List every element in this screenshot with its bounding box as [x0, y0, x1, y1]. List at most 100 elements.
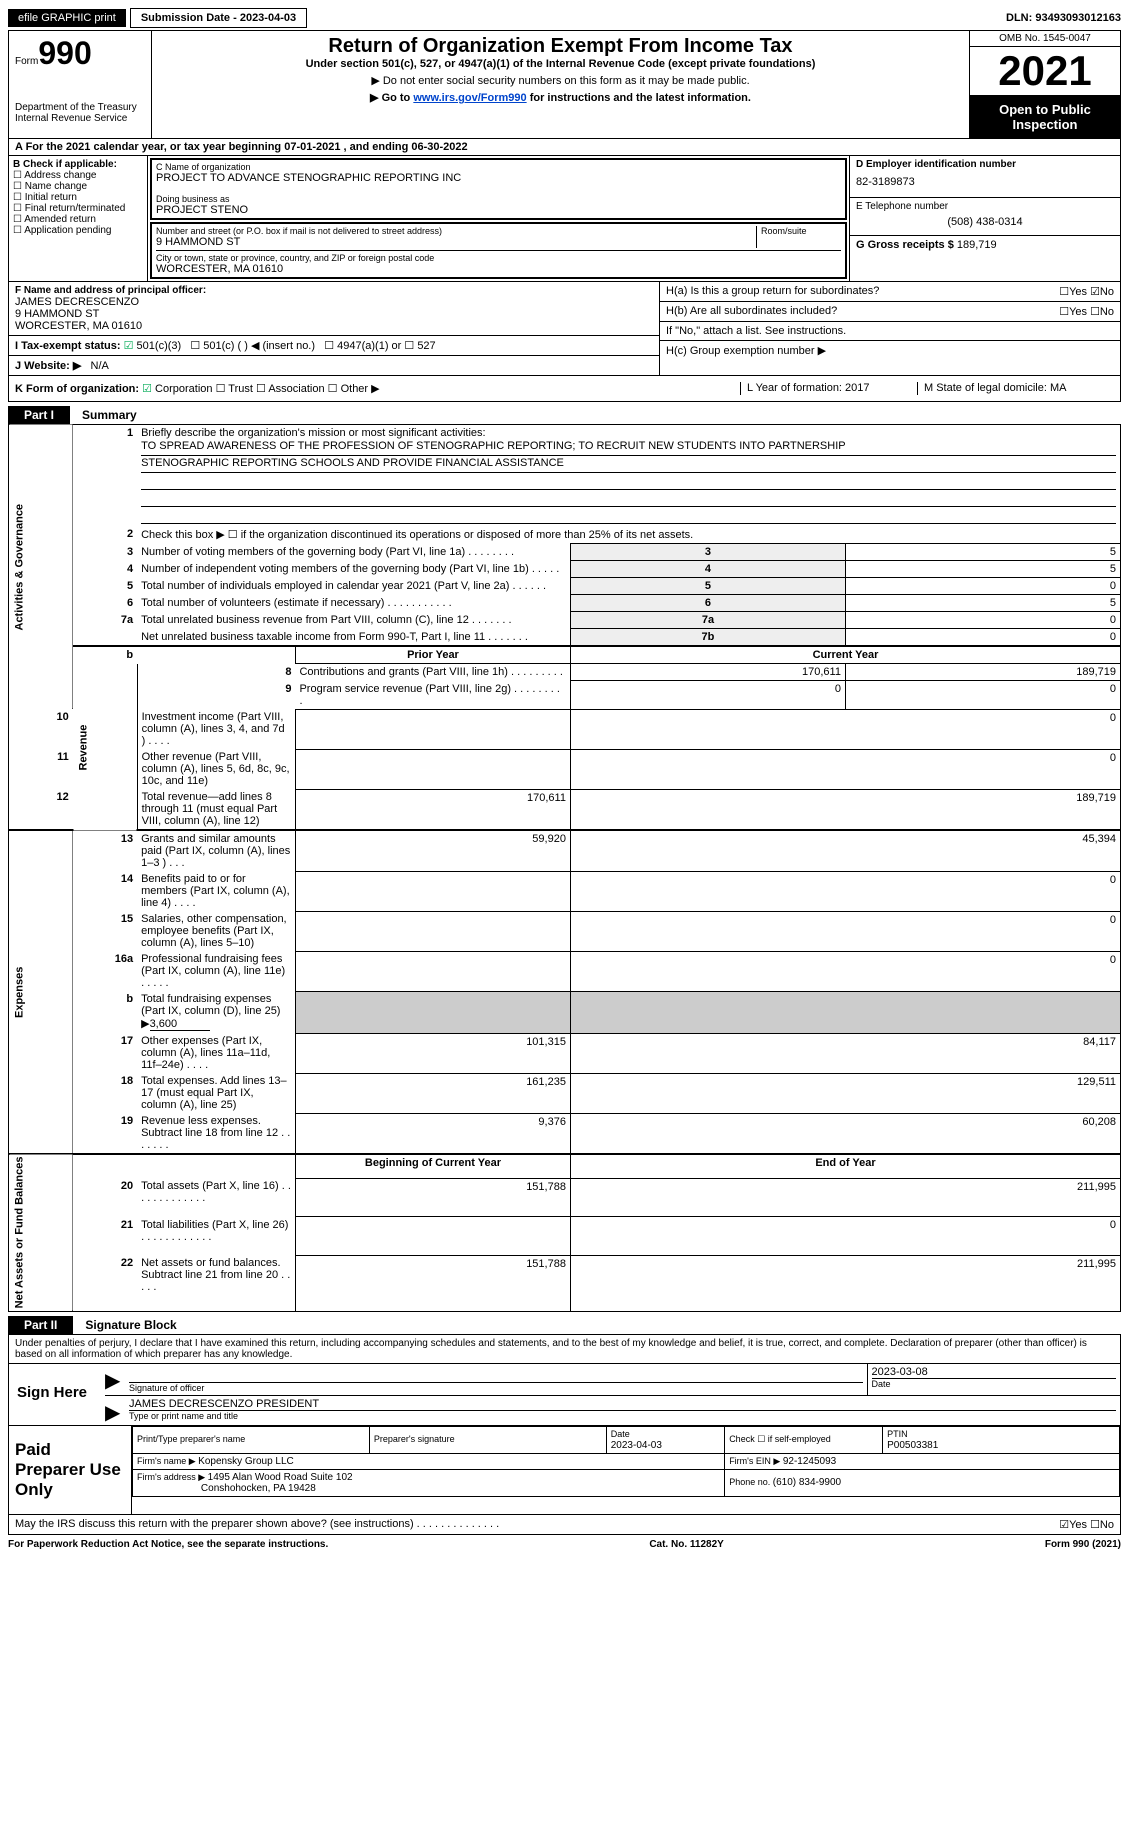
- row-j-label: J Website: ▶: [15, 360, 81, 372]
- city-label: City or town, state or province, country…: [156, 253, 841, 263]
- chk-address[interactable]: Address change: [13, 170, 143, 181]
- chk-527[interactable]: 527: [404, 340, 435, 352]
- l13-py: 59,920: [295, 830, 570, 871]
- paid-date-value: 2023-04-03: [611, 1440, 662, 1451]
- mission-blank2: [141, 490, 1116, 507]
- ptin-label: PTIN: [887, 1429, 908, 1439]
- chk-initial[interactable]: Initial return: [13, 192, 143, 203]
- l15-cy: 0: [570, 911, 1120, 951]
- omb-number: OMB No. 1545-0047: [970, 31, 1120, 47]
- firm-addr-label: Firm's address ▶: [137, 1472, 208, 1482]
- l17-num: 17: [73, 1033, 137, 1073]
- firm-name-label: Firm's name ▶: [137, 1456, 198, 1466]
- form-word: Form: [15, 56, 38, 67]
- l5-val: 0: [845, 578, 1120, 595]
- part1-title: Summary: [70, 408, 137, 422]
- l7b-box: 7b: [570, 629, 845, 647]
- print-name-label: Print/Type preparer's name: [137, 1434, 245, 1444]
- year-formation: L Year of formation: 2017: [740, 382, 917, 395]
- l9-cy: 0: [845, 681, 1120, 710]
- footer-mid: Cat. No. 11282Y: [649, 1539, 723, 1550]
- l3-text: Number of voting members of the governin…: [137, 544, 570, 561]
- l2-num: 2: [73, 526, 137, 544]
- gross-label: G Gross receipts $: [856, 239, 957, 251]
- sig-officer-label: Signature of officer: [129, 1382, 863, 1393]
- irs-link[interactable]: www.irs.gov/Form990: [413, 92, 526, 104]
- part1-tab: Part I: [8, 406, 70, 424]
- open-public: Open to Public Inspection: [970, 96, 1120, 138]
- l19-cy: 60,208: [570, 1113, 1120, 1154]
- officer-city: WORCESTER, MA 01610: [15, 320, 653, 332]
- l19-py: 9,376: [295, 1113, 570, 1154]
- l17-cy: 84,117: [570, 1033, 1120, 1073]
- hdr-end: End of Year: [570, 1154, 1120, 1178]
- l6-num: 6: [73, 595, 137, 612]
- l7a-num: 7a: [73, 612, 137, 629]
- subtitle2: Do not enter social security numbers on …: [371, 75, 749, 87]
- website-value: N/A: [91, 360, 109, 372]
- sig-arrow-icon2: ▶: [105, 1396, 125, 1425]
- l9-py: 0: [570, 681, 845, 710]
- sig-date-label: Date: [872, 1378, 1117, 1389]
- sig-name-value: JAMES DECRESCENZO PRESIDENT: [129, 1398, 1116, 1410]
- city-value: WORCESTER, MA 01610: [156, 263, 841, 275]
- chk-501c[interactable]: 501(c) ( ) ◀ (insert no.): [190, 340, 315, 352]
- l18-py: 161,235: [295, 1073, 570, 1113]
- l16a-py: [295, 951, 570, 991]
- hdr-begin: Beginning of Current Year: [295, 1154, 570, 1178]
- chk-4947[interactable]: 4947(a)(1) or: [324, 340, 401, 352]
- l4-box: 4: [570, 561, 845, 578]
- l7a-val: 0: [845, 612, 1120, 629]
- dba-label: Doing business as: [156, 194, 841, 204]
- l7b-text: Net unrelated business taxable income fr…: [137, 629, 570, 647]
- row-a-mid: , and ending: [340, 141, 411, 153]
- hdr-prior: Prior Year: [295, 646, 570, 664]
- dln-label: DLN: 93493093012163: [1006, 12, 1121, 24]
- chk-name[interactable]: Name change: [13, 181, 143, 192]
- l22-text: Net assets or fund balances. Subtract li…: [137, 1255, 295, 1311]
- chk-application[interactable]: Application pending: [13, 225, 143, 236]
- street-label: Number and street (or P.O. box if mail i…: [156, 226, 756, 236]
- chk-trust[interactable]: Trust: [216, 383, 253, 395]
- ha-label: H(a) Is this a group return for subordin…: [666, 285, 879, 298]
- l5-num: 5: [73, 578, 137, 595]
- l16b-val: 3,600: [150, 1018, 210, 1031]
- officer-name: JAMES DECRESCENZO: [15, 296, 653, 308]
- subtitle3a: Go to: [382, 92, 414, 104]
- l20-py: 151,788: [295, 1178, 570, 1217]
- mission-blank1: [141, 473, 1116, 490]
- sig-arrow-icon: ▶: [105, 1364, 125, 1395]
- chk-amended[interactable]: Amended return: [13, 214, 143, 225]
- firm-phone-label: Phone no.: [729, 1477, 773, 1487]
- l4-val: 5: [845, 561, 1120, 578]
- hdr-current: Current Year: [570, 646, 1120, 664]
- l10-cy: 0: [570, 709, 1120, 749]
- l12-num: 12: [9, 789, 73, 830]
- l8-text: Contributions and grants (Part VIII, lin…: [295, 664, 570, 681]
- phone-value: (508) 438-0314: [856, 212, 1114, 232]
- chk-assoc[interactable]: Association: [256, 383, 325, 395]
- l20-text: Total assets (Part X, line 16) . . . . .…: [137, 1178, 295, 1217]
- l14-num: 14: [73, 871, 137, 911]
- l15-text: Salaries, other compensation, employee b…: [137, 911, 295, 951]
- ein-label: D Employer identification number: [856, 159, 1114, 170]
- firm-addr2: Conshohocken, PA 19428: [201, 1483, 316, 1494]
- l8-cy: 189,719: [845, 664, 1120, 681]
- street-value: 9 HAMMOND ST: [156, 236, 756, 248]
- chk-corp[interactable]: Corporation: [142, 383, 212, 395]
- hc-label: H(c) Group exemption number ▶: [660, 341, 1120, 360]
- firm-phone-value: (610) 834-9900: [773, 1477, 841, 1488]
- row-i-label: I Tax-exempt status:: [15, 340, 121, 352]
- l2-text: Check this box ▶ ☐ if the organization d…: [137, 526, 1120, 544]
- footer-left: For Paperwork Reduction Act Notice, see …: [8, 1539, 328, 1550]
- efile-button[interactable]: efile GRAPHIC print: [8, 9, 126, 27]
- paid-date-label: Date: [611, 1429, 630, 1439]
- l11-num: 11: [9, 749, 73, 789]
- year-begin: 07-01-2021: [284, 141, 340, 153]
- row-a-text: A For the 2021 calendar year, or tax yea…: [15, 141, 284, 153]
- dept-label: Department of the Treasury: [15, 102, 145, 113]
- chk-501c3[interactable]: 501(c)(3): [124, 340, 182, 352]
- chk-other[interactable]: Other ▶: [328, 383, 380, 395]
- chk-final[interactable]: Final return/terminated: [13, 203, 143, 214]
- submission-date-button[interactable]: Submission Date - 2023-04-03: [130, 8, 307, 28]
